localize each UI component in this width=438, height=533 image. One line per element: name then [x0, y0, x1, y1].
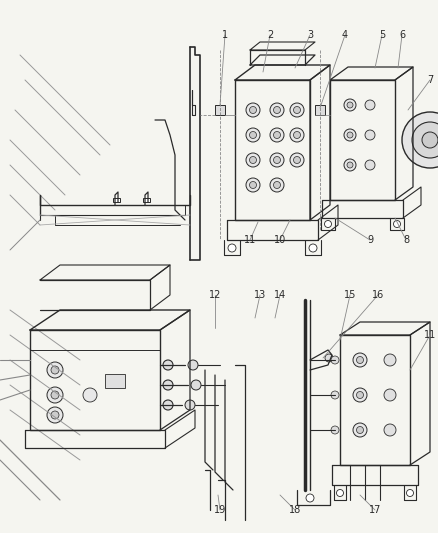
Circle shape: [273, 157, 280, 164]
Circle shape: [293, 107, 300, 114]
Text: 10: 10: [274, 235, 286, 245]
Text: 5: 5: [379, 30, 385, 40]
Circle shape: [365, 100, 375, 110]
Text: 16: 16: [372, 290, 384, 300]
Circle shape: [309, 244, 317, 252]
Text: 11: 11: [424, 330, 436, 340]
Circle shape: [357, 426, 364, 433]
Circle shape: [270, 178, 284, 192]
Circle shape: [51, 366, 59, 374]
Circle shape: [347, 162, 353, 168]
Text: 3: 3: [307, 30, 313, 40]
Circle shape: [83, 388, 97, 402]
Circle shape: [344, 99, 356, 111]
Circle shape: [270, 153, 284, 167]
Circle shape: [384, 424, 396, 436]
Circle shape: [270, 128, 284, 142]
Circle shape: [47, 407, 63, 423]
Text: 8: 8: [403, 235, 409, 245]
Text: 6: 6: [399, 30, 405, 40]
Bar: [215, 105, 225, 115]
Circle shape: [357, 357, 364, 364]
Circle shape: [246, 128, 260, 142]
Circle shape: [250, 132, 257, 139]
Circle shape: [246, 103, 260, 117]
Circle shape: [412, 122, 438, 158]
Circle shape: [357, 392, 364, 399]
Text: 1: 1: [222, 30, 228, 40]
Text: 18: 18: [289, 505, 301, 515]
Text: 19: 19: [214, 505, 226, 515]
Bar: [315, 105, 325, 115]
Circle shape: [344, 129, 356, 141]
Circle shape: [290, 153, 304, 167]
Circle shape: [331, 391, 339, 399]
Circle shape: [273, 182, 280, 189]
Text: 7: 7: [427, 75, 433, 85]
Circle shape: [344, 159, 356, 171]
Bar: [113, 198, 120, 202]
Circle shape: [406, 489, 413, 497]
Circle shape: [393, 221, 400, 228]
Circle shape: [384, 389, 396, 401]
Circle shape: [246, 178, 260, 192]
Circle shape: [163, 380, 173, 390]
Circle shape: [290, 103, 304, 117]
Circle shape: [188, 360, 198, 370]
Bar: [105, 374, 125, 388]
Text: 15: 15: [344, 290, 356, 300]
Circle shape: [325, 221, 332, 228]
Circle shape: [191, 380, 201, 390]
Circle shape: [365, 160, 375, 170]
Circle shape: [331, 356, 339, 364]
Circle shape: [325, 354, 333, 362]
Circle shape: [47, 387, 63, 403]
Circle shape: [228, 244, 236, 252]
Circle shape: [353, 423, 367, 437]
Circle shape: [51, 411, 59, 419]
Circle shape: [185, 400, 195, 410]
Bar: [143, 198, 150, 202]
Circle shape: [47, 362, 63, 378]
Circle shape: [331, 426, 339, 434]
Circle shape: [250, 182, 257, 189]
Circle shape: [347, 132, 353, 138]
Circle shape: [250, 157, 257, 164]
Circle shape: [290, 128, 304, 142]
Text: 4: 4: [342, 30, 348, 40]
Circle shape: [250, 107, 257, 114]
Circle shape: [347, 102, 353, 108]
Circle shape: [273, 107, 280, 114]
Circle shape: [246, 153, 260, 167]
Circle shape: [402, 112, 438, 168]
Circle shape: [353, 388, 367, 402]
Circle shape: [273, 132, 280, 139]
Circle shape: [51, 391, 59, 399]
Text: 9: 9: [367, 235, 373, 245]
Circle shape: [163, 360, 173, 370]
Circle shape: [270, 103, 284, 117]
Text: 11: 11: [244, 235, 256, 245]
Text: 13: 13: [254, 290, 266, 300]
Circle shape: [306, 494, 314, 502]
Text: 14: 14: [274, 290, 286, 300]
Circle shape: [163, 400, 173, 410]
Text: 2: 2: [267, 30, 273, 40]
Text: 12: 12: [209, 290, 221, 300]
Circle shape: [422, 132, 438, 148]
Text: 17: 17: [369, 505, 381, 515]
Circle shape: [365, 130, 375, 140]
Circle shape: [293, 132, 300, 139]
Circle shape: [384, 354, 396, 366]
Circle shape: [293, 157, 300, 164]
Circle shape: [336, 489, 343, 497]
Circle shape: [353, 353, 367, 367]
